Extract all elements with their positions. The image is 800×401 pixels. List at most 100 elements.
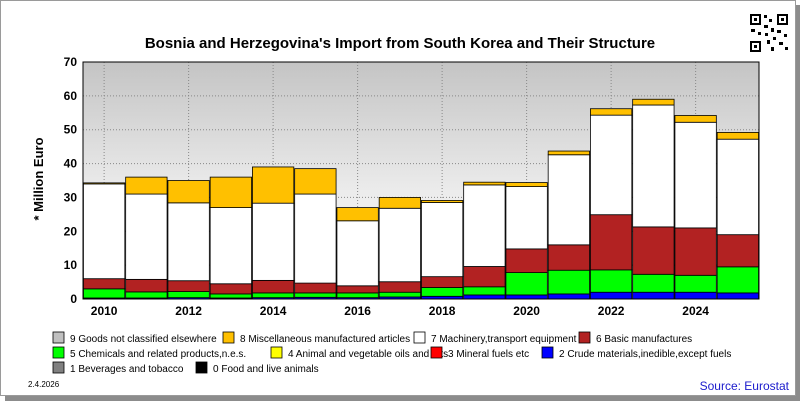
bar-2021-series-2 [547, 293, 590, 300]
x-tick-label-6: 2022 [598, 304, 625, 318]
x-tick-label-1: 2012 [175, 304, 202, 318]
bar-2014-series-7 [252, 202, 295, 281]
bar-2013-series-5 [209, 293, 252, 299]
bar-2012-series-6 [167, 280, 210, 292]
bar-2016-series-5 [336, 292, 379, 299]
bar-2020-series-7 [505, 186, 548, 250]
qr-code-icon [749, 13, 789, 53]
legend-label-5: 5 Chemicals and related products,n.e.s. [70, 349, 246, 360]
bar-2019-series-5 [463, 286, 506, 296]
y-tick-label-6: 60 [64, 89, 78, 103]
legend-swatch-2 [541, 346, 554, 359]
bar-2021-series-7 [547, 154, 590, 246]
y-tick-label-5: 50 [64, 123, 78, 137]
x-tick-label-0: 2010 [91, 304, 118, 318]
x-tick-label-7: 2024 [682, 304, 709, 318]
bar-2013-series-6 [209, 283, 252, 295]
bar-2023-series-8 [632, 98, 675, 106]
bar-2018-series-5 [421, 287, 464, 297]
bar-2024-series-2 [674, 291, 717, 300]
bar-2022-series-7 [590, 114, 633, 216]
bar-2024-series-6 [674, 227, 717, 276]
bar-2020-series-5 [505, 272, 548, 296]
bar-2010-series-6 [83, 278, 126, 290]
legend-label-2: 2 Crude materials,inedible,except fuels [559, 349, 731, 360]
bar-2023-series-7 [632, 104, 675, 228]
bars [83, 98, 759, 300]
bar-2019-series-6 [463, 266, 506, 288]
bar-2010-series-8 [83, 182, 126, 185]
legend-swatch-5 [52, 346, 65, 359]
bar-2018-series-7 [421, 202, 464, 278]
bar-2017-series-7 [378, 207, 421, 283]
legend-swatch-1 [52, 361, 65, 374]
y-tick-label-7: 70 [64, 55, 78, 69]
legend-swatch-9 [52, 331, 65, 344]
legend-label-1: 1 Beverages and tobacco [70, 364, 184, 375]
bar-2021-series-8 [547, 150, 590, 156]
x-tick-label-3: 2016 [344, 304, 371, 318]
bar-2015-series-8 [294, 168, 337, 195]
bar-2015-series-5 [294, 292, 337, 298]
bar-2016-series-8 [336, 207, 379, 222]
bar-2022-series-6 [590, 214, 633, 271]
bar-2025-series-2 [716, 292, 759, 300]
legend-label-3: 3 Mineral fuels etc [448, 349, 529, 360]
bar-2011-series-5 [125, 291, 168, 299]
legend: 9 Goods not classified elsewhere 8 Miscel… [52, 331, 731, 375]
legend-swatch-4 [270, 346, 283, 359]
bar-2015-series-6 [294, 282, 337, 294]
bar-2018-series-8 [421, 200, 464, 203]
bar-2024-series-7 [674, 121, 717, 229]
date-stamp: 2.4.2026 [28, 380, 60, 389]
bar-2015-series-7 [294, 193, 337, 284]
legend-label-8: 8 Miscellaneous manufactured articles [240, 334, 410, 345]
chart-title: Bosnia and Herzegovina's Import from Sou… [145, 35, 655, 52]
source-label: Source: Eurostat [700, 379, 790, 393]
bar-2022-series-2 [590, 291, 633, 300]
legend-label-6: 6 Basic manufactures [596, 334, 692, 345]
bar-2020-series-2 [505, 294, 548, 300]
bar-2023-series-2 [632, 291, 675, 300]
bar-2011-series-7 [125, 193, 168, 280]
bar-2025-series-5 [716, 266, 759, 294]
y-tick-labels: 0 10 20 30 40 50 60 70 [64, 55, 78, 306]
bar-2019-series-7 [463, 184, 506, 267]
bar-2016-series-7 [336, 220, 379, 287]
bar-2014-series-5 [252, 292, 295, 299]
bar-2023-series-6 [632, 226, 675, 275]
bar-2019-series-8 [463, 181, 506, 186]
bar-2022-series-5 [590, 269, 633, 293]
bar-2021-series-6 [547, 244, 590, 271]
legend-swatch-8 [222, 331, 235, 344]
y-tick-label-3: 30 [64, 190, 78, 204]
bar-2020-series-8 [505, 182, 548, 187]
legend-label-7: 7 Machinery,transport equipment [431, 334, 577, 345]
bar-2021-series-5 [547, 269, 590, 295]
bar-2010-series-7 [83, 183, 126, 280]
bar-2024-series-5 [674, 274, 717, 293]
bar-2016-series-6 [336, 285, 379, 294]
bar-2025-series-6 [716, 234, 759, 268]
bar-2024-series-8 [674, 115, 717, 123]
y-tick-label-4: 40 [64, 157, 78, 171]
bar-2012-series-7 [167, 202, 210, 282]
bar-2022-series-8 [590, 108, 633, 116]
bar-2011-series-6 [125, 278, 168, 293]
bar-2014-series-8 [252, 166, 295, 204]
y-axis-label: * Million Euro [31, 137, 46, 220]
bar-2018-series-6 [421, 276, 464, 288]
bar-2014-series-6 [252, 279, 295, 294]
x-tick-labels: 2010 2012 2014 2016 2018 2020 2022 2024 [91, 304, 710, 318]
legend-swatch-6 [578, 331, 591, 344]
x-tick-label-4: 2018 [429, 304, 456, 318]
bar-2011-series-8 [125, 176, 168, 195]
legend-label-9: 9 Goods not classified elsewhere [70, 334, 217, 345]
bar-2025-series-8 [716, 132, 759, 140]
grid-lines [83, 61, 759, 300]
bar-2010-series-5 [83, 288, 126, 299]
bar-2013-series-8 [209, 176, 252, 208]
bar-2012-series-5 [167, 291, 210, 299]
bar-2013-series-7 [209, 207, 252, 285]
bar-2019-series-2 [463, 294, 506, 300]
